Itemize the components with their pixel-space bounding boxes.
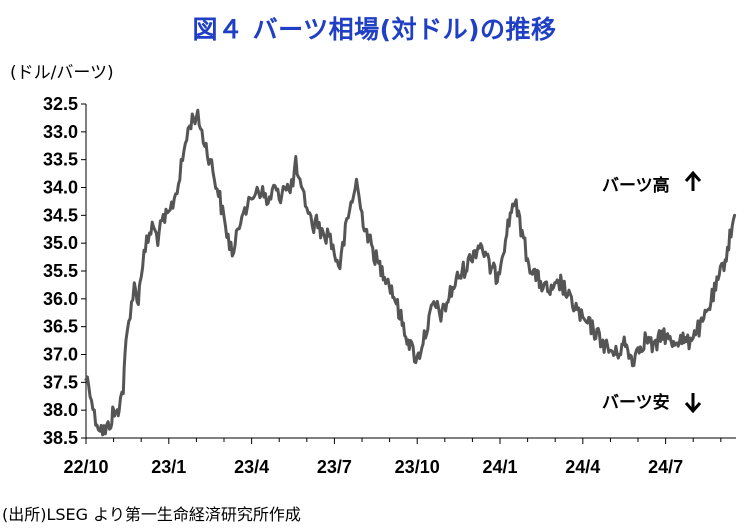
y-tick-label: 33.5 bbox=[43, 150, 78, 170]
arrow-up-icon bbox=[684, 170, 702, 191]
x-tick-label: 24/4 bbox=[565, 457, 600, 477]
x-axis: 22/10 23/1 23/4 23/7 23/10 24/1 24/4 24/7 bbox=[63, 457, 683, 477]
annotation-up: バーツ高 bbox=[602, 170, 702, 196]
y-tick-marks bbox=[81, 103, 86, 439]
y-axis-unit-label: (ドル/バーツ) bbox=[10, 63, 114, 83]
y-tick-label: 35.5 bbox=[43, 261, 78, 281]
y-tick-label: 37.5 bbox=[43, 372, 78, 392]
y-tick-label: 34.0 bbox=[43, 178, 78, 198]
y-tick-label: 38.0 bbox=[43, 400, 78, 420]
y-tick-label: 38.5 bbox=[43, 428, 78, 448]
y-tick-label: 34.5 bbox=[43, 205, 78, 225]
y-tick-label: 35.0 bbox=[43, 233, 78, 253]
x-tick-label: 22/10 bbox=[63, 457, 108, 477]
source-note: (出所)LSEG より第一生命経済研究所作成 bbox=[2, 505, 301, 524]
y-tick-label: 32.5 bbox=[43, 94, 78, 114]
series-line-thb-usd bbox=[84, 108, 737, 437]
y-axis: 32.5 33.0 33.5 34.0 34.5 35.0 35.5 36.0 36.5 37.0… bbox=[43, 94, 78, 448]
x-tick-label: 24/7 bbox=[648, 457, 683, 477]
x-tick-marks bbox=[85, 438, 722, 444]
y-tick-label: 37.0 bbox=[43, 345, 78, 365]
annotation-up-label: バーツ高 bbox=[602, 175, 670, 196]
y-tick-label: 33.0 bbox=[43, 122, 78, 142]
y-tick-label: 36.5 bbox=[43, 317, 78, 337]
x-tick-label: 23/10 bbox=[395, 457, 440, 477]
x-tick-label: 23/1 bbox=[151, 457, 186, 477]
x-tick-label: 23/4 bbox=[234, 457, 269, 477]
y-tick-label: 36.0 bbox=[43, 289, 78, 309]
arrow-down-icon bbox=[684, 393, 702, 414]
annotation-down: バーツ安 bbox=[602, 392, 702, 414]
annotation-down-label: バーツ安 bbox=[602, 392, 670, 413]
x-tick-label: 23/7 bbox=[317, 457, 352, 477]
x-tick-label: 24/1 bbox=[482, 457, 517, 477]
chart-title: 図４ バーツ相場(対ドル)の推移 bbox=[192, 15, 557, 44]
